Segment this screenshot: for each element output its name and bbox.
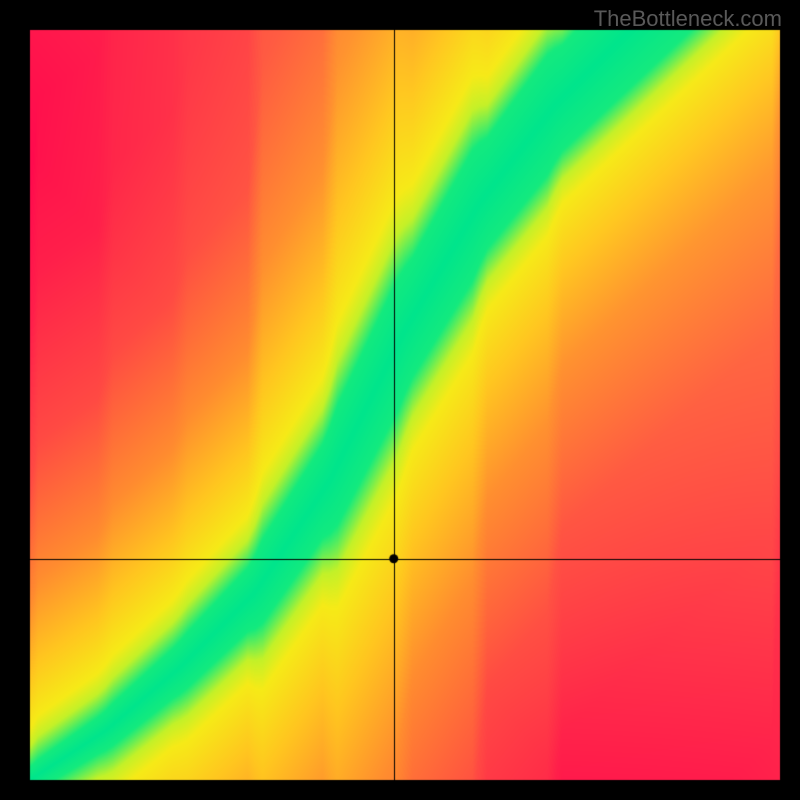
heatmap-canvas bbox=[0, 0, 800, 800]
